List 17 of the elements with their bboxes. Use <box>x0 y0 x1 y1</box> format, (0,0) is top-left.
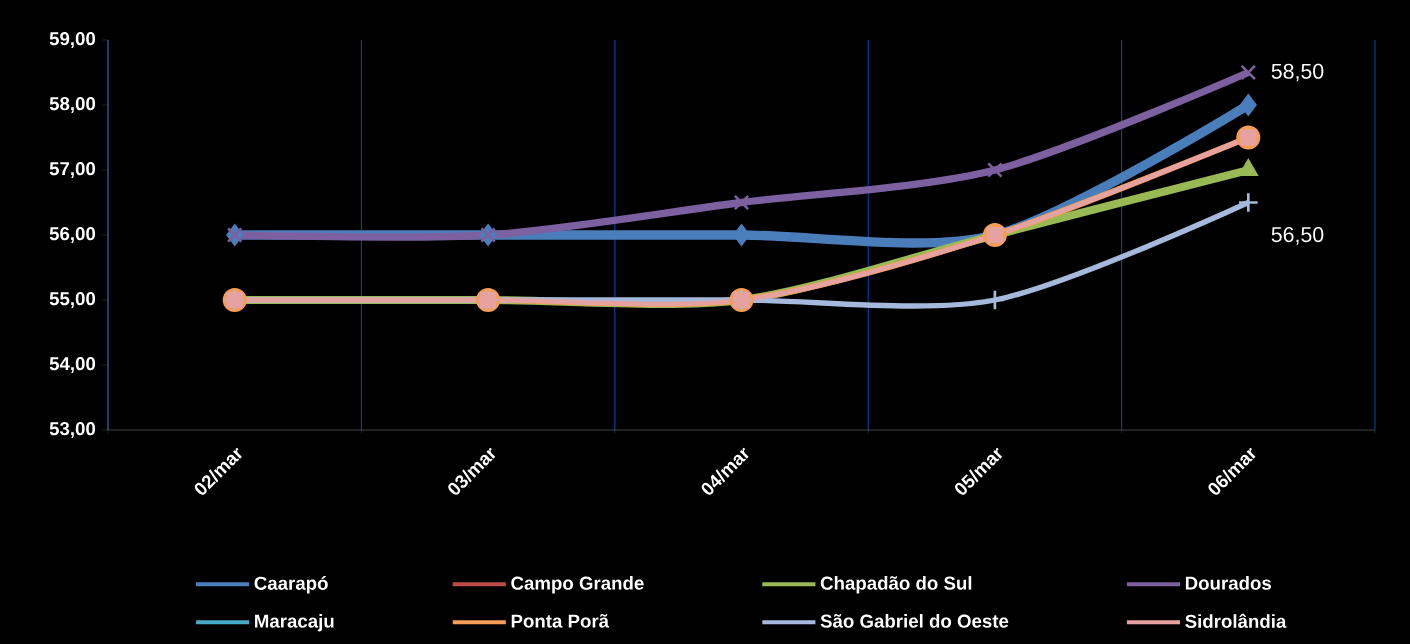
y-tick-label: 56,00 <box>49 227 96 243</box>
data-label: 56,50 <box>1271 227 1324 245</box>
legend-label: Campo Grande <box>511 576 644 594</box>
y-tick-label: 59,00 <box>49 32 96 48</box>
y-tick-label: 58,00 <box>49 97 96 113</box>
legend-label: Chapadão do Sul <box>820 576 972 594</box>
legend-label: Ponta Porã <box>511 614 610 628</box>
legend-label: Caarapó <box>254 575 328 594</box>
legend-label: Sidrolândia <box>1185 613 1287 628</box>
y-tick-label: 57,00 <box>49 162 96 178</box>
y-tick-label: 53,00 <box>49 422 96 438</box>
y-tick-label: 55,00 <box>49 292 96 308</box>
data-label: 58,50 <box>1271 63 1324 82</box>
legend-label: São Gabriel do Oeste <box>820 614 1009 628</box>
y-tick-label: 54,00 <box>49 357 96 373</box>
legend-label: Dourados <box>1185 576 1272 590</box>
legend-label: Maracaju <box>255 614 334 632</box>
